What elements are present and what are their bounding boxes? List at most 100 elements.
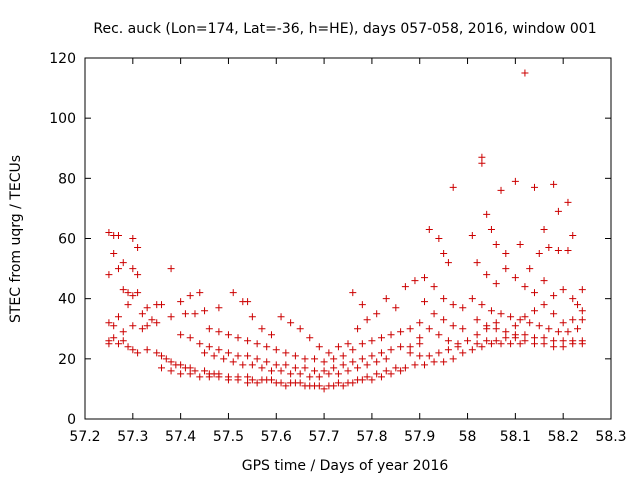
data-point [435,331,443,339]
data-point [358,376,366,384]
y-axis-label: STEC from uqrg / TECUs [8,155,24,323]
data-point [530,183,538,191]
data-point [440,316,448,324]
data-point [315,373,323,381]
data-point [349,346,357,354]
data-point [229,289,237,297]
y-tick-label: 100 [49,111,76,127]
data-point [196,340,204,348]
data-point [358,340,366,348]
x-tick-label: 57.6 [261,429,292,445]
data-point [478,153,486,161]
data-point [507,340,515,348]
data-point [421,298,429,306]
data-point [449,322,457,330]
data-point [540,301,548,309]
data-point [177,331,185,339]
data-point [234,376,242,384]
data-point [526,319,534,327]
data-point [325,349,333,357]
data-point [272,346,280,354]
data-point [521,331,529,339]
data-point [244,379,252,387]
data-point [540,340,548,348]
data-point [545,325,553,333]
data-point [377,373,385,381]
data-point [526,265,534,273]
data-point [263,376,271,384]
data-point [464,337,472,345]
data-point [574,301,582,309]
data-point [368,337,376,345]
data-point [306,373,314,381]
chart-title: Rec. auck (Lon=174, Lat=-36, h=HE), days… [93,21,596,37]
data-point [497,340,505,348]
data-point [210,352,218,360]
data-point [205,373,213,381]
data-point [440,295,448,303]
data-point [387,331,395,339]
x-tick-label: 57.9 [404,429,435,445]
data-point [138,325,146,333]
data-point [406,325,414,333]
data-point [382,367,390,375]
data-point [143,346,151,354]
data-point [124,289,132,297]
data-point [143,304,151,312]
data-point [578,286,586,294]
y-tick-label: 0 [67,412,76,428]
data-point [387,346,395,354]
data-point [167,313,175,321]
data-point [559,337,567,345]
data-point [373,358,381,366]
data-point [124,343,132,351]
data-point [205,325,213,333]
data-point [401,283,409,291]
data-point [215,304,223,312]
data-point [263,358,271,366]
data-point [215,346,223,354]
data-point [105,319,113,327]
data-point [301,355,309,363]
data-point [507,313,515,321]
data-point [492,325,500,333]
data-point [311,382,319,390]
data-point [330,364,338,372]
data-point [521,337,529,345]
data-point [186,364,194,372]
data-point [511,177,519,185]
data-point [354,364,362,372]
data-point [440,250,448,258]
y-tick-label: 40 [58,292,76,308]
data-point [444,337,452,345]
data-point [511,322,519,330]
data-point [215,373,223,381]
data-point [411,361,419,369]
data-point [416,352,424,360]
data-point [105,340,113,348]
data-point [110,322,118,330]
data-point [516,241,524,249]
data-point [277,313,285,321]
data-point [483,271,491,279]
data-point [550,337,558,345]
x-tick-label: 57.7 [309,429,340,445]
data-point [181,310,189,318]
data-point [392,364,400,372]
x-tick-label: 57.3 [117,429,148,445]
data-point [425,352,433,360]
data-point [114,231,122,239]
data-point [530,334,538,342]
x-tick-label: 57.8 [356,429,387,445]
data-point [559,319,567,327]
data-point [186,292,194,300]
data-point [550,292,558,300]
data-point [521,283,529,291]
data-point [253,379,261,387]
data-point [344,367,352,375]
data-point [239,361,247,369]
data-point [201,349,209,357]
data-point [382,295,390,303]
data-point [177,370,185,378]
data-point [153,319,161,327]
